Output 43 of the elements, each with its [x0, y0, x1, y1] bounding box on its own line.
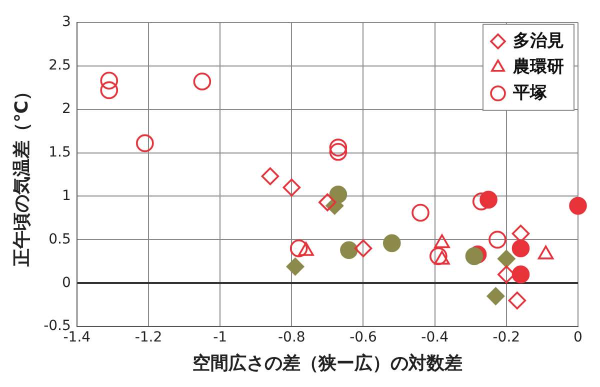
point [100, 81, 118, 100]
y-axis-title: 正午頃の気温差（℃） [11, 82, 32, 268]
point [261, 167, 280, 186]
point [569, 196, 587, 215]
x-tick-label: -1.2 [134, 330, 162, 346]
y-tick-label: 2.5 [48, 58, 71, 74]
point [512, 239, 530, 258]
legend-label: 農環研 [512, 56, 564, 77]
point [465, 247, 484, 266]
y-tick-label: 0.5 [48, 231, 71, 248]
point [290, 239, 308, 258]
x-tick-label: -0.4 [421, 330, 449, 346]
point [193, 72, 212, 90]
point [282, 178, 301, 196]
point [512, 266, 530, 284]
y-tick-label: 0 [62, 274, 71, 291]
y-tick-label: 1 [62, 188, 71, 204]
point [286, 258, 304, 276]
point [340, 241, 358, 260]
point [318, 193, 336, 212]
point [382, 234, 401, 252]
y-tick-label: 2 [62, 100, 71, 117]
point [508, 292, 526, 310]
point [430, 247, 448, 266]
y-tick-label: 3 [62, 14, 71, 30]
point [100, 72, 118, 90]
x-tick-label: -1 [213, 330, 228, 346]
x-tick-label: 0 [574, 330, 582, 346]
point [486, 287, 505, 306]
point [329, 143, 348, 161]
point [136, 134, 154, 152]
point [412, 204, 430, 222]
point [498, 250, 516, 268]
legend-label: 平塚 [512, 82, 548, 103]
point [354, 239, 372, 258]
x-tick-label: -0.2 [492, 330, 520, 346]
x-tick-label: -0.8 [278, 330, 306, 346]
point [488, 230, 506, 249]
y-tick-label: 1.5 [48, 144, 71, 160]
x-tick-label: -0.6 [350, 330, 377, 346]
legend-label: 多治見 [513, 30, 564, 51]
x-axis-title: 空間広さの差（狭ー広）の対数差 [192, 352, 462, 374]
point [329, 138, 348, 156]
